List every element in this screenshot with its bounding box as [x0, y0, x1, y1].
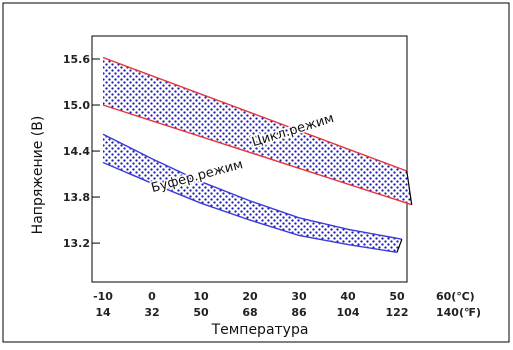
x-tick-label-celsius: 40 — [340, 290, 356, 303]
x-tick-label-fahrenheit: 104 — [337, 306, 360, 319]
x-axis-ticks: -10 14 0 32 10 50 20 68 30 86 40 104 50 122 60(℃) 140(℉… — [93, 290, 481, 319]
band-lower-line-cycle — [102, 104, 412, 206]
y-axis-ticks: 15.6 15.0 14.4 13.8 13.2 — [63, 53, 100, 250]
band-upper-line-buffer — [102, 133, 403, 240]
x-tick-label-celsius: -10 — [93, 290, 113, 303]
x-tick-label-fahrenheit: 68 — [242, 306, 257, 319]
band-fill-buffer — [103, 134, 402, 253]
y-tick-label: 14.4 — [63, 145, 90, 158]
plot-area — [91, 35, 408, 283]
x-tick-label-fahrenheit: 32 — [144, 306, 159, 319]
band-lower-line-buffer — [102, 161, 398, 253]
x-tick-label-fahrenheit: 86 — [291, 306, 307, 319]
y-tick-label: 15.0 — [63, 99, 90, 112]
x-tick-label-fahrenheit: 140(℉) — [436, 306, 481, 319]
band-right-edge-cycle — [406, 170, 413, 205]
x-tick-label-fahrenheit: 14 — [95, 306, 111, 319]
x-tick-label-celsius: 50 — [389, 290, 405, 303]
band-right-edge-buffer — [396, 239, 403, 253]
band-fill-cycle — [103, 57, 412, 205]
bands-group — [102, 56, 413, 253]
x-tick-label-celsius: 20 — [242, 290, 258, 303]
x-tick-label-fahrenheit: 122 — [386, 306, 409, 319]
x-tick-label-fahrenheit: 50 — [193, 306, 209, 319]
x-tick-label-celsius: 0 — [148, 290, 156, 303]
y-tick-label: 15.6 — [63, 53, 90, 66]
x-tick-label-celsius: 60(℃) — [436, 290, 475, 303]
band-upper-line-cycle — [102, 56, 408, 172]
outer-border — [2, 2, 510, 343]
x-axis-title: Температура — [211, 322, 309, 338]
x-tick-label-celsius: 10 — [193, 290, 209, 303]
y-tick-label: 13.2 — [63, 237, 90, 250]
x-tick-label-celsius: 30 — [291, 290, 307, 303]
y-tick-label: 13.8 — [63, 191, 90, 204]
y-axis-title: Напряжение (В) — [30, 116, 46, 235]
